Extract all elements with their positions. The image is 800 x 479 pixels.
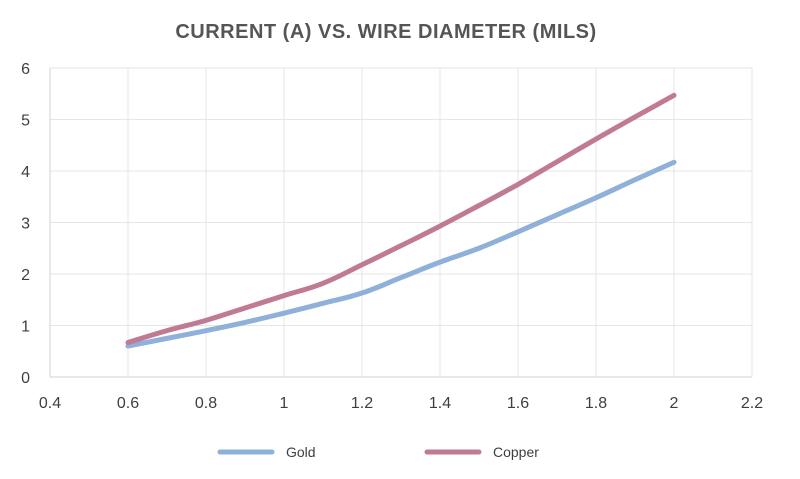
x-tick-label: 0.4: [39, 395, 61, 412]
x-tick-label: 0.8: [195, 395, 217, 412]
series-line-copper: [125, 92, 677, 345]
x-tick-label: 1.2: [351, 395, 373, 412]
y-tick-label: 3: [21, 216, 30, 233]
y-tick-label: 4: [21, 164, 30, 181]
y-tick-label: 6: [21, 61, 30, 78]
series-line-gold: [125, 159, 677, 349]
grid: [50, 67, 753, 377]
y-tick-label: 2: [21, 267, 30, 284]
y-tick-label: 0: [21, 370, 30, 387]
x-tick-label: 0.6: [117, 395, 139, 412]
y-tick-label: 1: [21, 319, 30, 336]
x-tick-label: 1: [280, 395, 289, 412]
legend-item-copper: Copper: [424, 444, 539, 460]
x-tick-label: 1.6: [507, 395, 529, 412]
legend-label: Copper: [493, 444, 539, 460]
axes: 0 1 2 3 4 5 6 0.4 0.6 0.8 1 1.2 1.4 1.6 1.8 2 2.2: [21, 61, 763, 412]
legend: Gold Copper: [217, 444, 539, 460]
y-tick-label: 5: [21, 113, 30, 130]
series-lines: [125, 92, 677, 349]
x-tick-label: 1.8: [585, 395, 607, 412]
x-tick-label: 2: [670, 395, 679, 412]
chart-title: CURRENT (A) VS. WIRE DIAMETER (MILS): [175, 21, 596, 43]
legend-item-gold: Gold: [217, 444, 316, 460]
x-tick-label: 2.2: [741, 395, 763, 412]
x-tick-label: 1.4: [429, 395, 451, 412]
legend-label: Gold: [286, 444, 316, 460]
